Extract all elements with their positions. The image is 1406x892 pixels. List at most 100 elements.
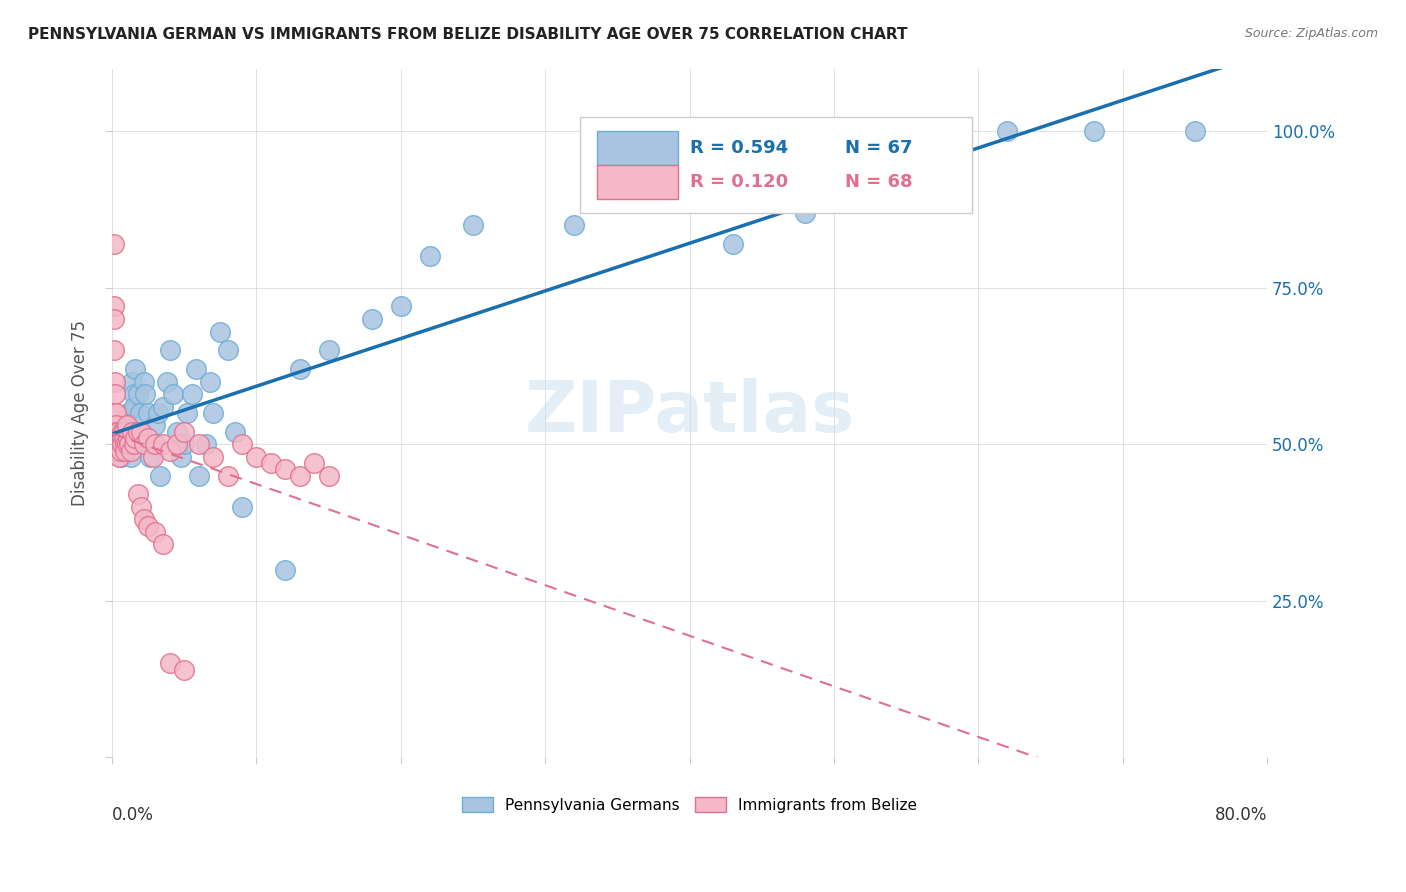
Text: R = 0.594: R = 0.594 [689, 139, 787, 157]
Point [108, 437, 131, 451]
Point [114, 412, 136, 426]
Point [103, 312, 125, 326]
Text: N = 67: N = 67 [845, 139, 912, 157]
Point [389, 300, 412, 314]
Point [114, 437, 136, 451]
Point [112, 431, 135, 445]
Point [419, 249, 441, 263]
Point [231, 500, 253, 514]
Point [111, 425, 134, 439]
Point [110, 437, 132, 451]
Point [129, 425, 152, 439]
Point [104, 431, 127, 445]
Legend: Pennsylvania Germans, Immigrants from Belize: Pennsylvania Germans, Immigrants from Be… [456, 790, 922, 819]
Point [105, 443, 128, 458]
Point [121, 375, 143, 389]
Point [105, 437, 128, 451]
Point [202, 450, 225, 464]
Point [1184, 124, 1206, 138]
FancyBboxPatch shape [598, 130, 678, 165]
Point [162, 387, 184, 401]
Point [118, 437, 141, 451]
Point [152, 537, 174, 551]
Point [184, 362, 207, 376]
Point [180, 387, 202, 401]
Point [114, 443, 136, 458]
Point [562, 218, 585, 232]
Point [650, 186, 672, 201]
Point [108, 443, 131, 458]
Point [224, 425, 246, 439]
Point [120, 443, 142, 458]
Point [127, 487, 149, 501]
Point [110, 450, 132, 464]
Point [721, 236, 744, 251]
Point [108, 425, 131, 439]
Point [274, 462, 297, 476]
FancyBboxPatch shape [598, 165, 678, 200]
Text: 0.0%: 0.0% [112, 805, 155, 823]
Point [145, 524, 167, 539]
Point [173, 663, 195, 677]
Point [114, 443, 136, 458]
Text: R = 0.120: R = 0.120 [689, 173, 787, 191]
Point [209, 325, 232, 339]
Point [159, 657, 181, 671]
Point [202, 406, 225, 420]
Point [195, 437, 218, 451]
FancyBboxPatch shape [579, 117, 973, 213]
Point [132, 512, 155, 526]
Point [112, 425, 135, 439]
Point [156, 375, 179, 389]
Point [132, 437, 155, 451]
Point [105, 418, 128, 433]
Point [104, 406, 127, 420]
Point [107, 431, 129, 445]
Point [134, 387, 156, 401]
Point [111, 431, 134, 445]
Point [107, 437, 129, 451]
Point [461, 218, 484, 232]
Point [115, 431, 138, 445]
Point [104, 425, 127, 439]
Text: ZIPatlas: ZIPatlas [524, 378, 855, 448]
Point [170, 450, 193, 464]
Point [118, 437, 141, 451]
Text: PENNSYLVANIA GERMAN VS IMMIGRANTS FROM BELIZE DISABILITY AGE OVER 75 CORRELATION: PENNSYLVANIA GERMAN VS IMMIGRANTS FROM B… [28, 27, 908, 42]
Point [166, 437, 188, 451]
Point [103, 236, 125, 251]
Point [136, 431, 159, 445]
Point [274, 562, 297, 576]
Point [145, 437, 167, 451]
Point [122, 437, 145, 451]
Point [115, 437, 138, 451]
Point [136, 518, 159, 533]
Point [111, 418, 134, 433]
Point [318, 468, 340, 483]
Point [128, 406, 150, 420]
Point [187, 437, 209, 451]
Point [115, 437, 138, 451]
Point [173, 437, 195, 451]
Point [104, 418, 127, 433]
Text: 80.0%: 80.0% [1215, 805, 1267, 823]
Point [1083, 124, 1105, 138]
Point [794, 205, 817, 219]
Point [115, 418, 138, 433]
Point [104, 437, 127, 451]
Point [105, 425, 128, 439]
Point [176, 406, 198, 420]
Point [103, 300, 125, 314]
Point [152, 437, 174, 451]
Point [152, 400, 174, 414]
Point [260, 456, 283, 470]
Text: Source: ZipAtlas.com: Source: ZipAtlas.com [1244, 27, 1378, 40]
Point [288, 362, 311, 376]
Point [288, 468, 311, 483]
Point [105, 406, 128, 420]
Point [124, 362, 146, 376]
Point [127, 425, 149, 439]
Point [115, 418, 138, 433]
Point [105, 431, 128, 445]
Point [110, 443, 132, 458]
